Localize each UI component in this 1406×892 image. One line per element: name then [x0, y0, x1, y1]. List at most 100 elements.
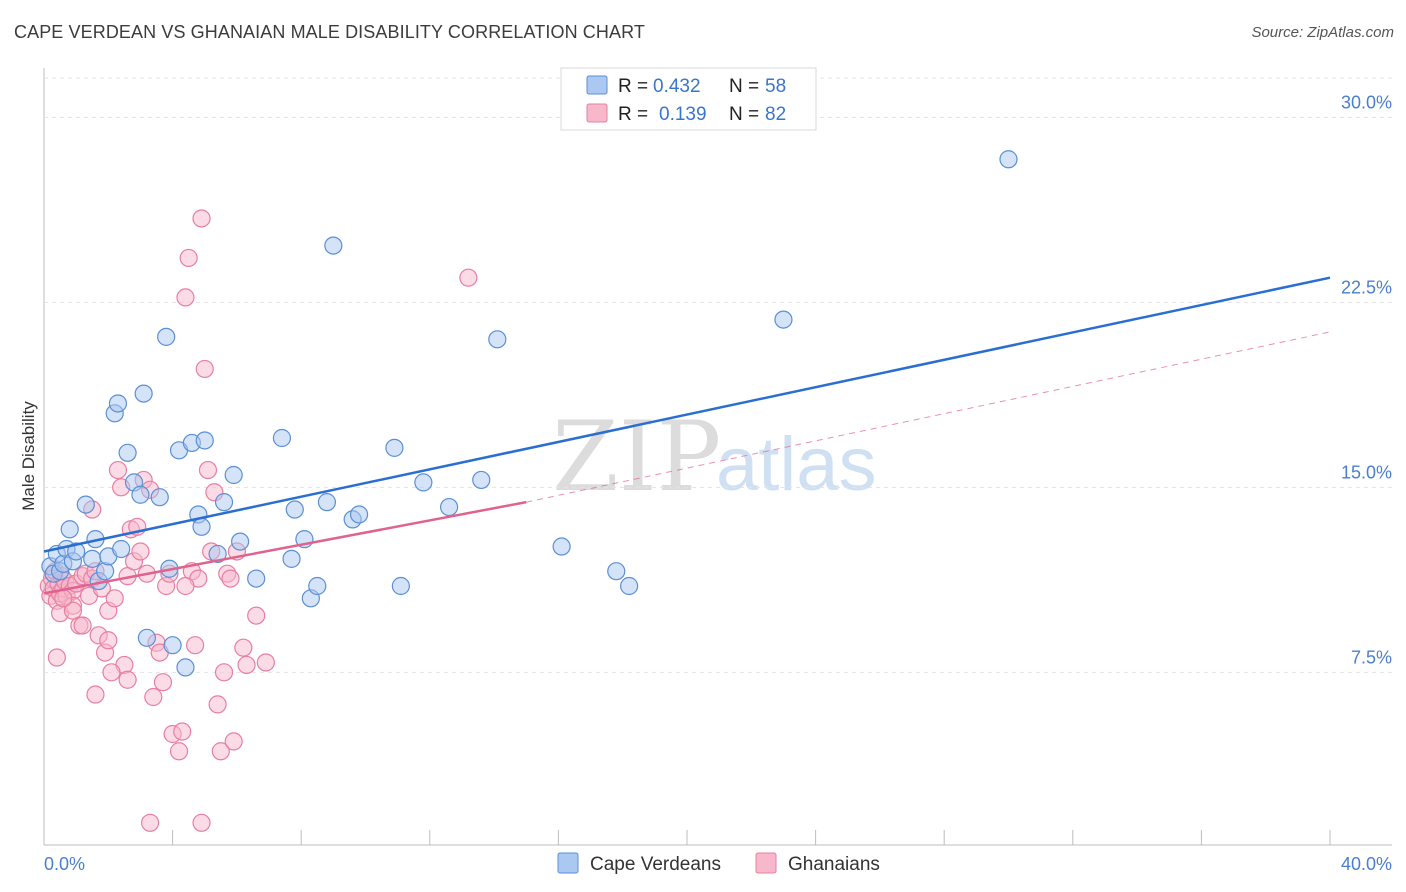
cape-verdean-point: [176, 658, 195, 677]
cape-verdean-point: [60, 520, 79, 539]
y-axis-label: Male Disability: [19, 401, 38, 511]
ghanaian-point: [118, 670, 137, 689]
x-axis-ticks: [43, 830, 1331, 845]
cape-verdean-point: [999, 150, 1018, 169]
cape-verdean-point: [214, 493, 234, 512]
legend-n-label-1: N =: [729, 76, 759, 97]
ghanaian-point: [186, 636, 205, 655]
cape-verdean-point: [231, 532, 250, 551]
ghanaian-point: [99, 631, 118, 650]
cape-verdean-point: [308, 576, 327, 596]
ghanaians-points: [39, 209, 478, 832]
cape-verdean-point: [137, 628, 156, 647]
watermark-zip: ZIP: [552, 401, 721, 513]
y-tick-label: 30.0%: [1341, 92, 1392, 112]
cape-verdean-point: [163, 636, 182, 655]
legend-n-value-2: 82: [765, 104, 786, 125]
cape-verdean-point: [349, 505, 369, 524]
ghanaian-point: [105, 589, 124, 608]
ghanaian-point: [153, 673, 173, 692]
y-tick-label: 7.5%: [1351, 647, 1392, 667]
cape-verdean-point: [112, 539, 131, 559]
ghanaian-point: [221, 569, 240, 588]
bottom-legend-swatch-cape-verdeans: [557, 852, 579, 874]
ghanaian-point: [102, 663, 121, 682]
bottom-legend-ghanaians: Ghanaians: [788, 854, 880, 875]
cape-verdean-point: [282, 549, 301, 568]
cape-verdean-point: [134, 384, 153, 403]
cape-verdean-point: [620, 576, 639, 596]
cape-verdeans-points: [41, 150, 1018, 677]
trend-lines: [43, 276, 1331, 595]
cape-verdean-point: [131, 485, 150, 504]
cape-verdean-point: [391, 576, 410, 596]
legend-swatch-ghanaians: [586, 103, 608, 123]
ghanaian-point: [144, 687, 163, 707]
cape-verdean-point: [224, 465, 243, 485]
cape-verdean-point: [83, 549, 102, 568]
ghanaian-point: [140, 813, 160, 832]
cape-verdean-point: [192, 517, 211, 536]
ghanaian-point: [47, 648, 66, 667]
ghanaian-point: [86, 685, 105, 704]
watermark-atlas: atlas: [716, 422, 877, 507]
ghanaian-point: [176, 576, 195, 596]
cape-verdean-point: [67, 542, 86, 561]
chart-title: CAPE VERDEAN VS GHANAIAN MALE DISABILITY…: [14, 22, 645, 42]
cape-verdean-point: [385, 438, 404, 457]
legend-r-label-1: R =: [618, 76, 648, 97]
cape-verdean-point: [774, 310, 793, 329]
legend-r-value-2: 0.139: [659, 104, 707, 125]
ghanaian-point: [176, 288, 195, 307]
ghanaian-point: [237, 655, 256, 675]
cape-verdean-point: [108, 394, 128, 413]
cape-verdean-point: [324, 236, 343, 255]
cape-verdean-point: [195, 431, 214, 450]
y-tick-label: 15.0%: [1341, 462, 1392, 482]
legend-r-value-1: 0.432: [653, 76, 701, 97]
ghanaian-point: [247, 606, 266, 625]
cape-verdean-point: [552, 537, 571, 556]
ghanaians-trend-line: [43, 500, 527, 595]
cape-verdean-point: [439, 497, 459, 517]
ghanaian-point: [54, 589, 73, 608]
ghanaian-point: [192, 813, 211, 832]
ghanaian-point: [214, 663, 234, 682]
y-axis-tick-labels: 7.5% 15.0% 22.5% 30.0%: [1341, 92, 1392, 667]
cape-verdean-point: [472, 470, 491, 490]
ghanaian-point: [195, 359, 214, 379]
cape-verdean-point: [95, 562, 115, 581]
ghanaian-point: [73, 616, 92, 635]
gridlines: [44, 77, 1392, 673]
cape-verdean-point: [157, 327, 176, 346]
correlation-legend: R = 0.432 N = 58 R = 0.139 N = 82: [560, 67, 817, 131]
ghanaian-point: [234, 638, 253, 657]
ghanaian-point: [173, 722, 192, 741]
bottom-legend-cape-verdeans: Cape Verdeans: [590, 854, 721, 875]
cape-verdean-point: [208, 544, 227, 564]
ghanaian-point: [108, 460, 128, 480]
cape-verdean-point: [272, 428, 292, 448]
cape-verdean-point: [285, 500, 304, 519]
ghanaian-point: [224, 732, 243, 751]
cape-verdean-point: [317, 493, 337, 512]
ghanaian-point: [179, 248, 198, 268]
legend-n-label-2: N =: [729, 104, 759, 125]
cape-verdean-point: [247, 569, 266, 588]
cape-verdean-point: [76, 495, 95, 514]
ghanaian-point: [459, 268, 478, 287]
cape-verdean-point: [118, 443, 137, 462]
ghanaian-point: [198, 460, 218, 480]
ghanaian-point: [256, 653, 275, 672]
legend-r-label-2: R =: [618, 104, 648, 125]
cape-verdean-point: [488, 330, 507, 349]
ghanaian-point: [211, 742, 230, 761]
x-tick-label-max: 40.0%: [1341, 854, 1392, 874]
bottom-legend-swatch-ghanaians: [755, 852, 777, 874]
y-tick-label: 22.5%: [1341, 277, 1392, 297]
ghanaian-point: [208, 695, 227, 714]
ghanaian-point: [63, 601, 83, 620]
cape-verdeans-trend-line: [43, 276, 1331, 553]
source-credit: Source: ZipAtlas.com: [1251, 24, 1394, 41]
ghanaian-point: [169, 742, 189, 761]
